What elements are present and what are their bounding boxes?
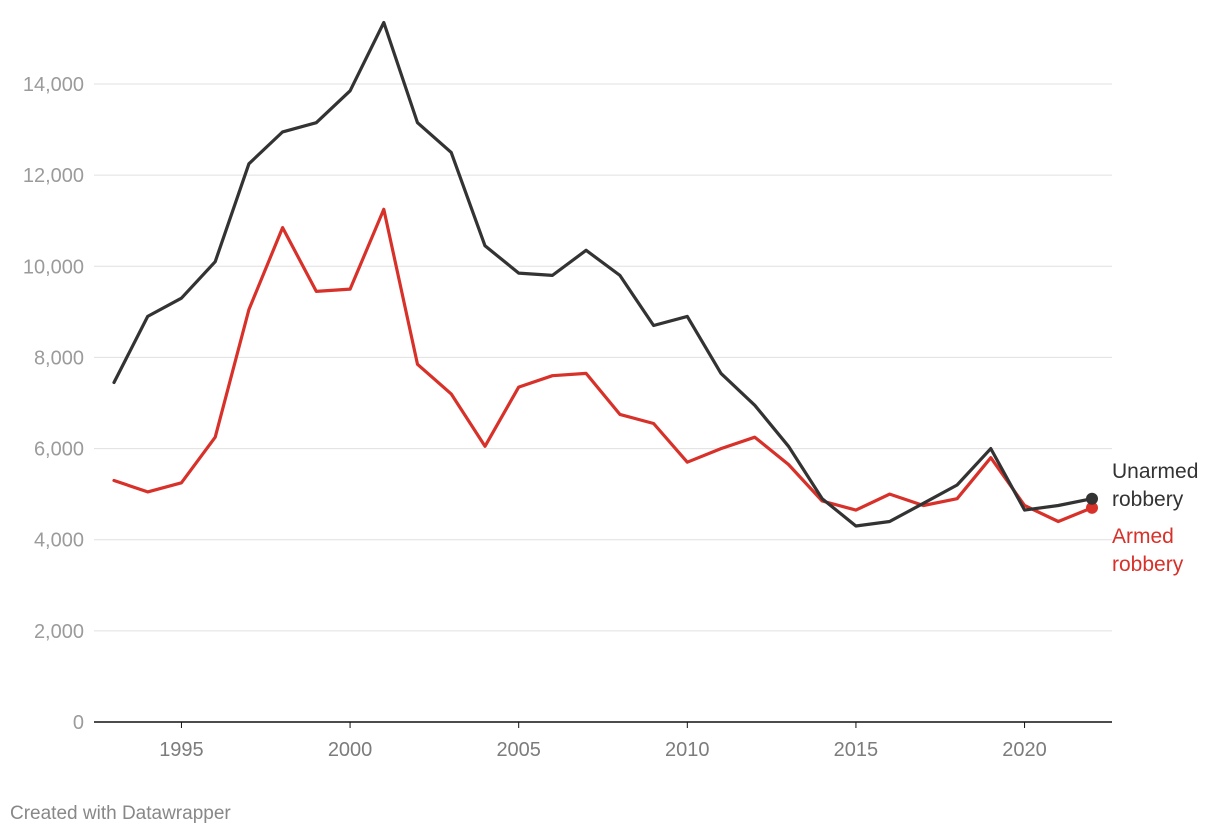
x-tick-label: 2020 (1002, 739, 1047, 761)
credit-footer: Created with Datawrapper (10, 803, 231, 824)
series-endpoint-armed (1086, 501, 1098, 514)
y-tick-label: 12,000 (23, 165, 84, 187)
series-lines (112, 20, 1094, 528)
series-line-unarmed (112, 20, 1094, 528)
series-endpoint-unarmed (1086, 492, 1098, 505)
y-tick-label: 0 (73, 712, 84, 734)
series-labels: Unarmed robbery Armed robbery (1112, 460, 1198, 576)
y-axis-ticks: 0 2,000 4,000 6,000 8,000 10,000 12,000 14,000 (23, 74, 84, 734)
x-tick-label: 2015 (834, 739, 879, 761)
y-tick-label: 4,000 (34, 530, 84, 552)
y-tick-label: 10,000 (23, 256, 84, 278)
y-tick-label: 2,000 (34, 621, 84, 643)
x-axis-ticks: 1995 2000 2005 2010 2015 2020 (159, 722, 1047, 761)
y-tick-label: 14,000 (23, 74, 84, 96)
series-line-armed (112, 207, 1094, 524)
y-tick-label: 6,000 (34, 439, 84, 461)
gridlines (94, 83, 1112, 632)
series-label-unarmed: Unarmed robbery (1112, 460, 1198, 511)
x-tick-label: 1995 (159, 739, 204, 761)
y-tick-label: 8,000 (34, 347, 84, 369)
series-endpoints (1086, 492, 1098, 514)
x-tick-label: 2000 (328, 739, 373, 761)
series-label-armed: Armed robbery (1112, 525, 1184, 576)
x-tick-label: 2010 (665, 739, 710, 761)
x-tick-label: 2005 (496, 739, 541, 761)
